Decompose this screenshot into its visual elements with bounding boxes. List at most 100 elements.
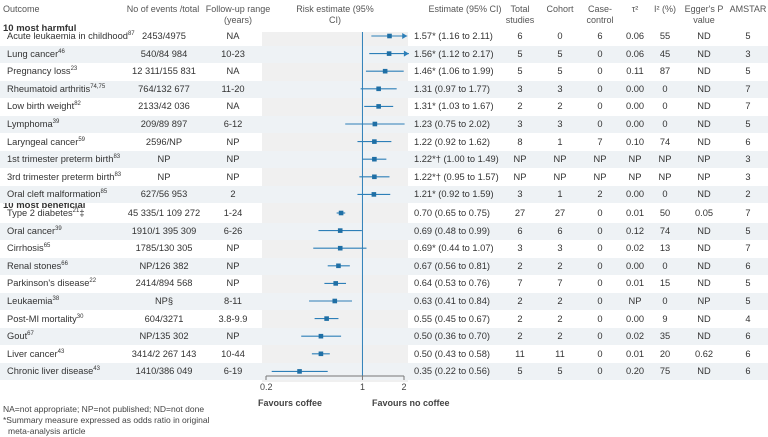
table-row: Parkinson's disease22 2414/894 568 NP 0.64 … (0, 275, 768, 292)
point-estimate-marker (376, 86, 381, 92)
case-control-cell: 0 (597, 66, 603, 77)
outcome-reference: 85 (100, 189, 108, 196)
case-control-cell: 2 (597, 189, 603, 200)
egger-cell: ND (697, 31, 711, 41)
egger-cell: ND (697, 243, 711, 254)
outcome-name: Leukaemia (7, 296, 53, 306)
cohort-cell: NP (553, 171, 567, 182)
point-estimate-marker (337, 245, 343, 251)
outcome-name: Oral cancer (7, 225, 56, 236)
i2-cell: 50 (659, 208, 671, 218)
tau-cell: 0.00 (625, 101, 645, 112)
egger-cell: ND (697, 48, 711, 59)
i2-cell: 13 (659, 243, 671, 254)
table-row: Cirrhosis65 1785/130 305 NP 0.69* (0.44 to … (0, 240, 768, 257)
events-cell: NP/135 302 (139, 331, 189, 342)
amstar-cell: 7 (745, 243, 751, 254)
header-egger: Egger's P value (684, 4, 724, 25)
outcome-cell: Gout67 (7, 331, 34, 342)
events-cell: NP (157, 171, 171, 182)
outcome-name: Cirrhosis (7, 243, 44, 254)
outcome-cell: Rheumatoid arthritis74,75 (7, 84, 105, 95)
followup-cell: 11-20 (221, 83, 245, 94)
followup-cell: 1-24 (223, 208, 243, 218)
case-control-cell: 0 (597, 119, 603, 129)
favours-coffee-label: Favours coffee (258, 398, 323, 408)
outcome-cell: Low birth weight82 (7, 101, 81, 112)
cohort-cell: 7 (557, 278, 563, 289)
cohort-cell: 3 (557, 119, 563, 129)
outcome-reference: 82 (74, 101, 81, 108)
egger-cell: ND (697, 101, 711, 112)
total-studies-cell: 5 (517, 66, 523, 77)
estimate-cell: 1.57* (1.16 to 2.11) (414, 31, 493, 41)
events-cell: NP§ (154, 296, 174, 306)
outcome-reference: 21 (72, 207, 80, 214)
header-i2: I² (%) (654, 4, 676, 14)
egger-cell: ND (697, 189, 711, 200)
events-cell: 540/84 984 (140, 48, 188, 59)
cohort-cell: 3 (557, 83, 563, 94)
case-control-cell: 0 (597, 313, 603, 324)
tau-cell: 0.00 (625, 260, 645, 271)
outcome-name: 3rd trimester preterm birth (7, 171, 115, 182)
estimate-cell: 0.69 (0.48 to 0.99) (414, 225, 490, 236)
outcome-cell: Lymphoma39 (7, 119, 59, 130)
outcome-name: Renal stones (7, 260, 62, 271)
outcome-cell: Type 2 diabetes21‡ (7, 208, 85, 219)
outcome-reference: 22 (89, 278, 97, 285)
cohort-cell: 2 (557, 260, 563, 271)
outcome-name: Low birth weight (7, 101, 75, 112)
events-cell: 2133/42 036 (138, 101, 190, 112)
outcome-reference: 67 (27, 331, 34, 338)
total-studies-cell: 5 (517, 48, 523, 59)
i2-cell: 55 (659, 31, 671, 41)
cohort-cell: 2 (557, 296, 563, 306)
outcome-name: Acute leukaemia in childhood (7, 31, 128, 41)
outcome-reference: 23 (70, 66, 78, 73)
amstar-cell: 3 (745, 171, 751, 182)
outcome-cell: Laryngeal cancer59 (7, 137, 85, 148)
outcome-name: Oral cleft malformation (7, 189, 101, 200)
point-estimate-marker (318, 351, 324, 357)
cohort-cell: 1 (557, 136, 563, 147)
amstar-cell: 5 (745, 278, 751, 289)
outcome-marker: ‡ (79, 208, 85, 218)
outcome-reference: 38 (52, 295, 60, 302)
followup-cell: NP (226, 331, 240, 342)
total-studies-cell: 2 (517, 296, 523, 306)
events-cell: 604/3271 (144, 313, 184, 324)
case-control-cell: 0 (597, 243, 603, 254)
outcome-name: Gout (7, 331, 28, 342)
events-cell: 1910/1 395 309 (131, 225, 197, 236)
amstar-cell: 5 (745, 31, 751, 41)
case-control-cell: 0 (597, 331, 603, 342)
followup-cell: 6-26 (223, 225, 243, 236)
followup-cell: 10-23 (221, 48, 245, 59)
point-estimate-marker (318, 333, 324, 339)
estimate-cell: 1.31 (0.97 to 1.77) (414, 83, 490, 94)
total-studies-cell: 6 (517, 225, 523, 236)
table-row: Renal stones66 NP/126 382 NP 0.67 (0.56 to … (0, 257, 768, 275)
amstar-cell: 6 (745, 260, 751, 271)
i2-cell: 87 (659, 66, 671, 77)
outcome-name: 1st trimester preterm birth (7, 154, 114, 165)
table-row: Chronic liver disease43 1410/386 049 6-19 0… (0, 363, 768, 381)
header-case-control: Case-control (586, 4, 614, 25)
amstar-cell: 7 (745, 83, 751, 94)
case-control-cell: 0 (597, 101, 603, 112)
total-studies-cell: 2 (517, 101, 523, 112)
tau-cell: 0.06 (625, 31, 645, 41)
egger-cell: ND (697, 366, 711, 377)
egger-cell: NP (697, 171, 711, 182)
case-control-cell: 0 (597, 296, 603, 306)
outcome-cell: Oral cancer39 (7, 226, 62, 237)
x-axis-tick-label: 0.2 (260, 382, 273, 392)
table-row: Low birth weight82 2133/42 036 NA 1.31* (1.… (0, 98, 768, 115)
cohort-cell: 11 (555, 348, 565, 359)
header-risk-estimate: Risk estimate (95% CI) (296, 4, 374, 25)
outcome-reference: 66 (61, 260, 68, 267)
case-control-cell: NP (593, 154, 607, 165)
total-studies-cell: 2 (517, 313, 523, 324)
case-control-cell: 0 (597, 48, 603, 59)
